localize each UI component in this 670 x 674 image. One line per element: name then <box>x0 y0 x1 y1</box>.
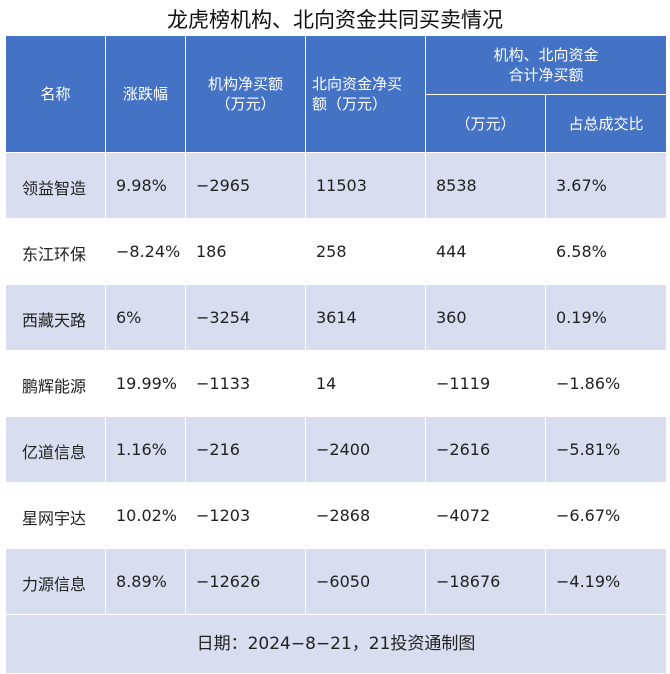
header-ratio: 占总成交比 <box>544 94 668 153</box>
table-row: 力源信息 8.89% −12626 −6050 −18676 −4.19% <box>5 548 668 615</box>
cell-ratio: −1.86% <box>544 350 668 417</box>
cell-ratio: 3.67% <box>544 152 668 219</box>
cell-inst: −3254 <box>185 284 306 351</box>
header-name: 名称 <box>5 35 106 153</box>
table-row: 领益智造 9.98% −2965 11503 8538 3.67% <box>5 152 668 219</box>
cell-name: 西藏天路 <box>5 284 106 351</box>
header-combined: 机构、北向资金 合计净买额 <box>424 35 668 95</box>
cell-inst: 186 <box>185 218 306 285</box>
cell-north: 11503 <box>305 152 426 219</box>
cell-change: 19.99% <box>105 350 186 417</box>
header-north: 北向资金净买 额（万元） <box>305 35 426 153</box>
header-inst: 机构净买额 （万元） <box>185 35 306 153</box>
cell-ratio: −4.19% <box>544 548 668 615</box>
cell-combined: −4072 <box>425 482 546 549</box>
cell-change: 8.89% <box>105 548 186 615</box>
cell-ratio: −6.67% <box>544 482 668 549</box>
table-row: 鹏辉能源 19.99% −1133 14 −1119 −1.86% <box>5 350 668 417</box>
cell-name: 东江环保 <box>5 218 106 285</box>
cell-combined: 444 <box>425 218 546 285</box>
cell-combined: −1119 <box>425 350 546 417</box>
cell-north: 258 <box>305 218 426 285</box>
cell-inst: −12626 <box>185 548 306 615</box>
header-combined-unit: （万元） <box>425 94 546 153</box>
cell-combined: −18676 <box>425 548 546 615</box>
cell-north: 3614 <box>305 284 426 351</box>
table-row: 东江环保 −8.24% 186 258 444 6.58% <box>5 218 668 285</box>
cell-combined: −2616 <box>425 416 546 483</box>
cell-inst: −1203 <box>185 482 306 549</box>
cell-north: −6050 <box>305 548 426 615</box>
cell-inst: −1133 <box>185 350 306 417</box>
cell-north: 14 <box>305 350 426 417</box>
cell-name: 亿道信息 <box>5 416 106 483</box>
report-image: 龙虎榜机构、北向资金共同买卖情况 名称 涨跌幅 机构净买额 （万元） 北向资金净买… <box>4 8 668 674</box>
cell-name: 力源信息 <box>5 548 106 615</box>
cell-inst: −2965 <box>185 152 306 219</box>
table-row: 星网宇达 10.02% −1203 −2868 −4072 −6.67% <box>5 482 668 549</box>
cell-name: 星网宇达 <box>5 482 106 549</box>
cell-change: 6% <box>105 284 186 351</box>
cell-change: 1.16% <box>105 416 186 483</box>
cell-inst: −216 <box>185 416 306 483</box>
cell-name: 鹏辉能源 <box>5 350 106 417</box>
table-title: 龙虎榜机构、北向资金共同买卖情况 <box>167 8 503 32</box>
cell-change: 9.98% <box>105 152 186 219</box>
cell-ratio: −5.81% <box>544 416 668 483</box>
cell-north: −2400 <box>305 416 426 483</box>
table-row: 西藏天路 6% −3254 3614 360 0.19% <box>5 284 668 351</box>
table-row: 亿道信息 1.16% −216 −2400 −2616 −5.81% <box>5 416 668 483</box>
cell-north: −2868 <box>305 482 426 549</box>
cell-ratio: 0.19% <box>544 284 668 351</box>
data-table: 名称 涨跌幅 机构净买额 （万元） 北向资金净买 额（万元） 机构、北向资金 合计净买… <box>4 35 668 674</box>
cell-combined: 8538 <box>425 152 546 219</box>
cell-change: 10.02% <box>105 482 186 549</box>
footer-note: 日期：2024−8−21，21投资通制图 <box>4 614 668 674</box>
cell-combined: 360 <box>425 284 546 351</box>
header-change: 涨跌幅 <box>105 35 186 153</box>
cell-ratio: 6.58% <box>544 218 668 285</box>
cell-name: 领益智造 <box>5 152 106 219</box>
cell-change: −8.24% <box>105 218 186 285</box>
